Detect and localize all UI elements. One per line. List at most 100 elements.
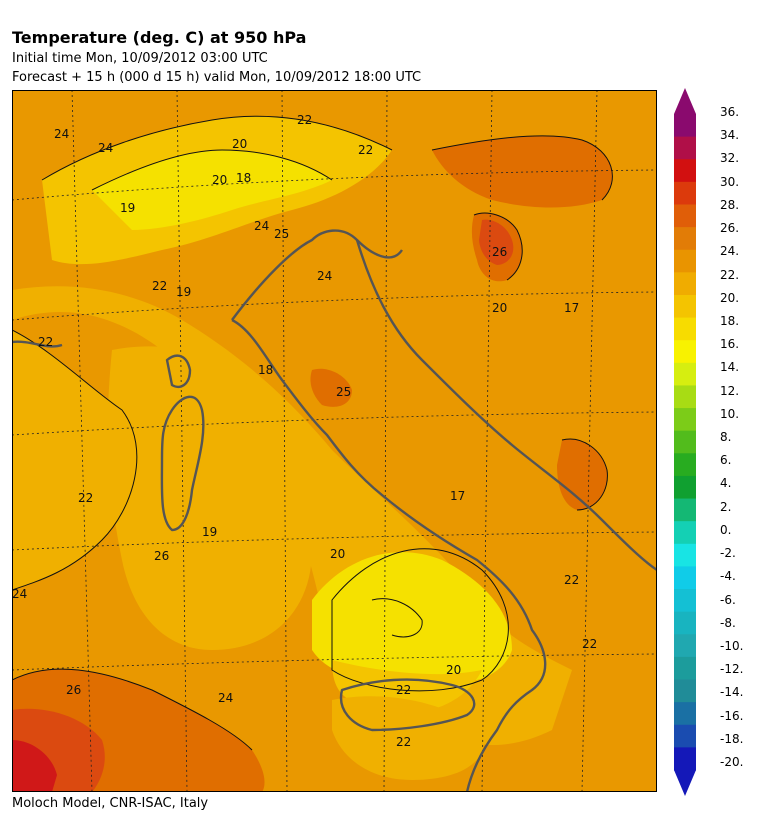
contour-label: 19: [176, 285, 191, 299]
colorbar-cell: [674, 272, 696, 296]
contour-label: 22: [582, 637, 597, 651]
colorbar-tick-label: 22.: [720, 267, 740, 282]
contour-label: 22: [38, 335, 53, 349]
colorbar-cell: [674, 136, 696, 160]
field-22-sicily: [332, 696, 484, 780]
contour-label: 22: [152, 279, 167, 293]
colorbar-cell: [674, 340, 696, 364]
colorbar-cell: [674, 430, 696, 454]
colorbar-tick-label: 32.: [720, 151, 740, 166]
colorbar-tick-label: 26.: [720, 221, 740, 236]
field-22-center: [107, 346, 312, 650]
contour-label: 24: [98, 141, 113, 155]
contour-lines: [12, 115, 613, 751]
colorbar-cell: [674, 702, 696, 726]
colorbar-tick-label: 14.: [720, 360, 740, 375]
temperature-map: 24 24 22 20 22 20 18 19 24 25 24 26 22 1…: [12, 90, 657, 792]
colorbar-cell: [674, 724, 696, 748]
contour-label: 22: [297, 113, 312, 127]
chart-title: Temperature (deg. C) at 950 hPa: [12, 28, 307, 47]
colorbar-tick-label: -20.: [720, 755, 744, 770]
contour-label: 19: [202, 525, 217, 539]
field-18-alps: [92, 150, 332, 230]
field-28-balkan: [479, 219, 514, 265]
colorbar-cell: [674, 634, 696, 658]
contour-label: 26: [154, 549, 169, 563]
colorbar-tick-label: 6.: [720, 453, 732, 468]
colorbar-tick-label: -2.: [720, 546, 736, 561]
contour-label: 20: [232, 137, 247, 151]
field-26-northcoast: [310, 368, 352, 407]
colorbar-top-arrow: [674, 88, 696, 114]
colorbar-tick-label: 36.: [720, 105, 740, 119]
colorbar-tick-label: -6.: [720, 592, 736, 607]
colorbar-cell: [674, 408, 696, 432]
field-18-south: [312, 552, 512, 684]
contour-label: 24: [254, 219, 269, 233]
contour-label: 24: [317, 269, 332, 283]
colorbar-tick-label: -12.: [720, 662, 744, 677]
colorbar-cell: [674, 362, 696, 387]
contour-label: 24: [54, 127, 69, 141]
contour-label: 24: [218, 691, 233, 705]
colorbar-tick-label: 8.: [720, 430, 732, 445]
contour-label: 20: [212, 173, 227, 187]
contour-label: 26: [492, 245, 507, 259]
colorbar-tick-label: -8.: [720, 615, 736, 630]
colorbar-tick-label: 24.: [720, 244, 740, 259]
colorbar-tick-label: -14.: [720, 685, 744, 700]
colorbar-cell: [674, 543, 696, 568]
contour-label: 20: [330, 547, 345, 561]
field-30-sw: [12, 740, 57, 792]
coastline: [12, 229, 657, 792]
contour-label: 22: [358, 143, 373, 157]
colorbar-tick-label: 0.: [720, 522, 732, 537]
contour-label: 26: [66, 683, 81, 697]
contour-label: 17: [450, 489, 465, 503]
contour-label: 18: [258, 363, 273, 377]
colorbar-tick-label: 18.: [720, 313, 740, 328]
colorbar-cell: [674, 204, 696, 228]
colorbar-cell: [674, 679, 696, 703]
colorbar-tick-label: 34.: [720, 128, 740, 143]
colorbar-cell: [674, 385, 696, 409]
contour-labels: 24 24 22 20 22 20 18 19 24 25 24 26 22 1…: [12, 113, 597, 749]
colorbar-cell: [674, 566, 696, 590]
contour-label: 22: [564, 573, 579, 587]
field-26-north: [432, 135, 613, 208]
colorbar-cell: [674, 589, 696, 613]
colorbar-tick-label: 30.: [720, 174, 740, 189]
colorbar-cell: [674, 114, 696, 138]
contour-label: 19: [120, 201, 135, 215]
model-credit: Moloch Model, CNR-ISAC, Italy: [12, 796, 209, 811]
colorbar-tick-label: -18.: [720, 731, 744, 746]
colorbar-tick-label: 2.: [720, 499, 732, 514]
colorbar-cell: [674, 159, 696, 183]
colorbar-cell: [674, 181, 696, 206]
colorbar: [674, 88, 696, 796]
contour-label: 20: [446, 663, 461, 677]
colorbar-cell: [674, 475, 696, 500]
colorbar-tick-label: 20.: [720, 290, 740, 305]
colorbar-cell: [674, 747, 696, 771]
colorbar-cell: [674, 317, 696, 341]
field-22-sea: [12, 330, 137, 590]
colorbar-tick-label: 4.: [720, 476, 732, 491]
colorbar-tick-label: -16.: [720, 708, 744, 723]
colorbar-cell: [674, 656, 696, 681]
initial-time-label: Initial time Mon, 10/09/2012 03:00 UTC: [12, 51, 268, 66]
colorbar-tick-label: 12.: [720, 383, 740, 398]
colorbar-cell: [674, 611, 696, 635]
contour-label: 17: [564, 301, 579, 315]
colorbar-cell: [674, 249, 696, 273]
colorbar-cell: [674, 521, 696, 545]
contour-label: 18: [236, 171, 251, 185]
colorbar-bottom-arrow: [674, 770, 696, 796]
colorbar-tick-label: -4.: [720, 569, 736, 584]
contour-label: 20: [492, 301, 507, 315]
colorbar-cell: [674, 498, 696, 522]
colorbar-tick-label: 28.: [720, 197, 740, 212]
colorbar-cell: [674, 227, 696, 251]
contour-label: 25: [274, 227, 289, 241]
map-frame: [12, 90, 657, 792]
